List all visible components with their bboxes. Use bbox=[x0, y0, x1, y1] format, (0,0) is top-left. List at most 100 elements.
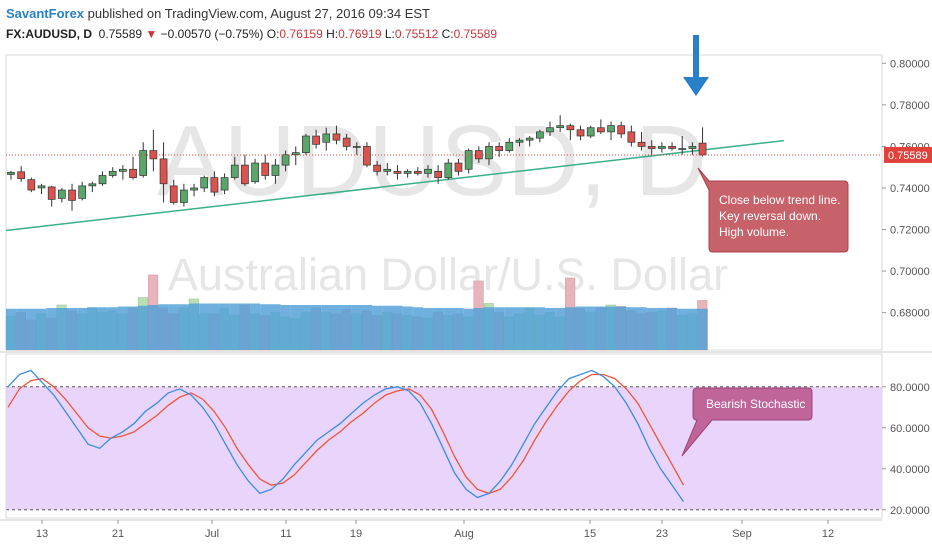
volume-average-bar bbox=[697, 308, 708, 350]
candle bbox=[68, 183, 76, 211]
candle-body bbox=[668, 146, 676, 149]
volume-average-bar bbox=[239, 303, 251, 350]
stoch-d-line bbox=[7, 373, 685, 495]
candle-body bbox=[515, 139, 524, 143]
volume-average-bar bbox=[473, 308, 485, 350]
candle-body bbox=[393, 170, 402, 174]
candle bbox=[291, 146, 300, 166]
volume-average-bar bbox=[46, 308, 57, 350]
volume-average-bar bbox=[26, 308, 37, 350]
time-tick-label: Sep bbox=[732, 528, 752, 540]
candle-body bbox=[108, 170, 117, 176]
volume-average-bar bbox=[87, 307, 98, 350]
candle bbox=[37, 183, 46, 195]
volume-average-bar bbox=[636, 307, 647, 350]
volume-average-bar bbox=[504, 307, 515, 350]
candle bbox=[98, 171, 107, 186]
author-link[interactable]: SavantForex bbox=[6, 6, 85, 21]
volume-average-bar bbox=[148, 305, 159, 350]
candle-body bbox=[424, 168, 432, 174]
volume-average-bar bbox=[534, 307, 546, 350]
candle-body bbox=[607, 125, 615, 133]
candle-body bbox=[281, 154, 290, 166]
low-label: L: bbox=[384, 27, 395, 41]
volume-average-bar bbox=[524, 307, 535, 350]
close-value: 0.75589 bbox=[453, 27, 498, 41]
stoch-tick-label: 20.0000 bbox=[890, 505, 930, 517]
candle-body bbox=[525, 137, 534, 141]
candle bbox=[373, 160, 381, 176]
candle-body bbox=[78, 185, 87, 199]
volume-average-bar bbox=[646, 308, 657, 350]
volume-average-bar bbox=[270, 304, 281, 350]
candle bbox=[535, 129, 544, 143]
candle bbox=[271, 158, 280, 184]
volume-average-bar bbox=[250, 303, 261, 350]
stochastic-axis[interactable]: 80.0000 60.0000 40.0000 20.0000 bbox=[882, 382, 930, 517]
volume-average-bar bbox=[209, 303, 220, 350]
price-tick-label: 0.72000 bbox=[890, 225, 930, 237]
candle bbox=[424, 165, 432, 178]
candle-body bbox=[434, 170, 442, 178]
price-tick-label: 0.70000 bbox=[890, 266, 930, 278]
volume-average-bar bbox=[514, 307, 525, 350]
candle-body bbox=[352, 146, 361, 148]
price-axis[interactable]: 0.800000.780000.760000.740000.720000.700… bbox=[882, 58, 932, 320]
trend-note-callout: Close below trend line. Key reversal dow… bbox=[697, 167, 849, 253]
candle bbox=[688, 142, 697, 155]
candle-body bbox=[617, 125, 626, 135]
published-text: published on TradingView.com, August 27,… bbox=[84, 6, 430, 21]
time-tick-label: 21 bbox=[112, 528, 124, 540]
last-price-badge-label: 0.75589 bbox=[888, 150, 928, 162]
time-tick-label: 12 bbox=[822, 528, 834, 540]
candle bbox=[312, 129, 320, 149]
candle-body bbox=[403, 170, 412, 174]
candle-body bbox=[190, 187, 198, 191]
candle-body bbox=[47, 186, 56, 200]
candle-body bbox=[312, 135, 320, 145]
volume-average-bar bbox=[351, 305, 362, 350]
candle-body bbox=[251, 162, 259, 183]
trend-line-layer bbox=[5, 139, 785, 232]
volume-average-bar bbox=[311, 305, 322, 350]
volume-average-bar bbox=[138, 305, 149, 350]
candle bbox=[505, 138, 514, 153]
volume-average-bar bbox=[229, 303, 240, 350]
close-label: C: bbox=[441, 27, 454, 41]
volume-average-bar bbox=[321, 305, 332, 350]
low-value: 0.75512 bbox=[394, 27, 439, 41]
candle bbox=[17, 166, 26, 182]
volume-average-bar bbox=[565, 307, 576, 350]
candle-body bbox=[413, 170, 422, 174]
volume-average-bar bbox=[16, 308, 27, 350]
candle-body bbox=[373, 164, 381, 172]
candle-body bbox=[627, 131, 636, 143]
candle bbox=[230, 156, 239, 180]
volume-average-bar bbox=[585, 306, 596, 350]
candle-body bbox=[566, 125, 575, 131]
candle bbox=[200, 175, 209, 193]
trend-note-line-1: Close below trend line. bbox=[719, 193, 840, 207]
price-tick-label: 0.80000 bbox=[890, 58, 930, 70]
candle bbox=[474, 146, 483, 164]
candle-body bbox=[688, 146, 697, 149]
price-tick-label: 0.68000 bbox=[890, 308, 930, 320]
candle bbox=[47, 185, 56, 207]
candle-body bbox=[698, 142, 707, 156]
candle-body bbox=[322, 133, 331, 143]
volume-average-bar bbox=[382, 305, 393, 350]
candle bbox=[119, 165, 127, 180]
chart-frame bbox=[0, 54, 932, 519]
candle-body bbox=[535, 131, 544, 139]
time-axis[interactable]: 13 21 Jul 11 19 Aug 15 23 Sep 12 bbox=[0, 519, 882, 540]
candle-body bbox=[505, 141, 514, 151]
stoch-tick-label: 40.0000 bbox=[890, 464, 930, 476]
volume-average-bar bbox=[56, 308, 68, 350]
symbol-label[interactable]: FX:AUDUSD, D bbox=[6, 27, 92, 41]
volume-average-bar bbox=[331, 305, 342, 350]
candle-body bbox=[17, 171, 26, 179]
time-tick-label: 13 bbox=[36, 528, 48, 540]
candle-body bbox=[27, 179, 36, 191]
candle-body bbox=[129, 168, 137, 178]
